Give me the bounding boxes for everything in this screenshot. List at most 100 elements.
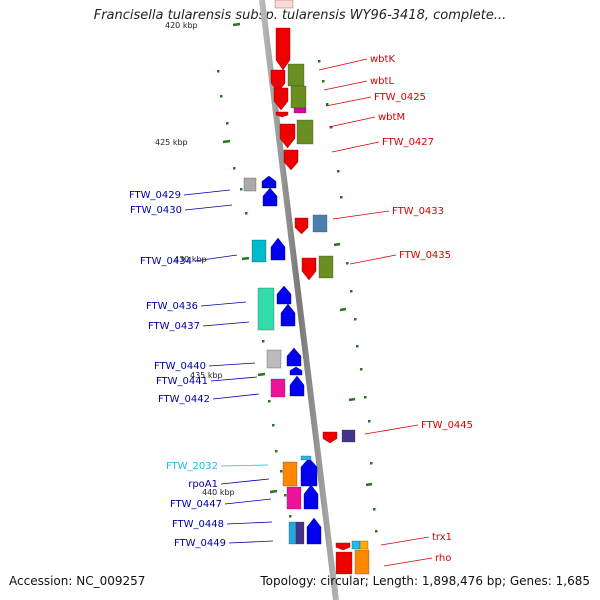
leader-line — [325, 96, 372, 107]
gene-arrow-forward — [273, 87, 289, 111]
leader-line — [212, 393, 260, 400]
gene-arrow-forward — [275, 27, 291, 71]
tick-mark — [269, 489, 278, 494]
leader-line — [202, 321, 250, 327]
gene-box — [354, 549, 370, 575]
gene-label-forward: FTW_0433 — [392, 206, 444, 217]
gene-label-reverse: FTW_2032 — [166, 461, 218, 472]
gene-label-forward: wbtK — [370, 54, 395, 65]
ruler-dot — [340, 196, 343, 199]
ruler-dot — [318, 60, 321, 63]
accession-text: Accession: NC_009257 — [9, 574, 146, 588]
leader-line — [208, 362, 256, 367]
ruler-dot — [350, 290, 353, 293]
ruler-dot — [364, 396, 367, 399]
leader-line — [184, 204, 233, 211]
ruler-dot — [289, 515, 292, 518]
gene-features — [243, 0, 370, 575]
gene-box — [270, 378, 286, 398]
gene-arrow-forward — [322, 431, 338, 444]
tick-label: 435 kbp — [190, 371, 223, 380]
gene-label-forward: FTW_0435 — [399, 250, 451, 261]
gene-box — [257, 287, 275, 331]
gene-label-reverse: rpoA1 — [188, 479, 218, 490]
leader-line — [228, 540, 274, 544]
gene-arrow-reverse — [276, 285, 292, 305]
leader-line — [210, 376, 258, 382]
leader-line — [183, 189, 231, 196]
gene-box — [295, 521, 305, 545]
ruler-dot — [360, 368, 363, 371]
gene-box — [300, 455, 312, 461]
tick-label: 430 kbp — [174, 255, 207, 264]
gene-arrow-forward — [301, 257, 317, 281]
ruler-dot — [322, 80, 325, 83]
map-title: Francisella tularensis subsp. tularensis… — [93, 8, 507, 23]
gene-label-forward: rho — [435, 553, 451, 564]
gene-label-reverse: FTW_0436 — [146, 301, 198, 312]
leader-line — [220, 464, 269, 467]
gene-box — [296, 119, 314, 145]
leader-line — [331, 141, 380, 153]
ruler-dot — [272, 424, 275, 427]
ruler-dot — [280, 470, 283, 473]
gene-label-reverse: FTW_0430 — [130, 205, 182, 216]
gene-label-forward: FTW_0425 — [374, 92, 426, 103]
gene-label-reverse: FTW_0441 — [156, 376, 208, 387]
ruler-dot — [220, 95, 223, 98]
gene-box — [293, 107, 307, 114]
leader-line — [200, 301, 247, 307]
gene-label-reverse: FTW_0437 — [148, 321, 200, 332]
gene-label-reverse: FTW_0434 — [140, 256, 192, 267]
tick-mark — [365, 482, 373, 487]
ruler-dot — [356, 345, 359, 348]
gene-label-forward: wbtL — [370, 76, 394, 87]
leader-line — [323, 80, 368, 91]
gene-arrow-forward — [294, 217, 309, 235]
gene-box — [359, 540, 369, 550]
ruler-dot — [217, 70, 220, 73]
ruler-dot — [337, 170, 340, 173]
gene-box — [251, 239, 267, 263]
gene-arrow-reverse — [289, 375, 305, 397]
ruler-dot — [354, 318, 357, 321]
leader-line — [364, 424, 419, 435]
gene-arrow-reverse — [289, 366, 303, 376]
ruler-dot — [330, 126, 333, 129]
leader-line — [224, 498, 272, 505]
tick-mark — [257, 372, 266, 377]
tick-mark — [348, 397, 356, 402]
tick-mark — [232, 22, 241, 27]
gene-arrow-forward — [275, 111, 289, 118]
gene-arrow-reverse — [261, 175, 277, 189]
gene-label-reverse: FTW_0429 — [129, 190, 181, 201]
gene-label-forward: FTW_0445 — [421, 420, 473, 431]
gene-label-reverse: FTW_0447 — [170, 499, 222, 510]
gene-label-reverse: FTW_0449 — [174, 538, 226, 549]
topology-summary: Topology: circular; Length: 1,898,476 bp… — [260, 574, 590, 588]
ruler-dot — [375, 530, 378, 533]
kbp-ticks: 420 kbp 425 kbp 430 kbp 435 kbp 440 kbp — [155, 21, 373, 497]
leader-line — [349, 254, 397, 265]
leader-line — [383, 557, 433, 567]
gene-box — [243, 177, 257, 192]
gene-arrow-forward — [335, 542, 351, 551]
leader-line — [194, 254, 238, 262]
ruler-dot — [245, 212, 248, 215]
gene-label-forward: FTW_0427 — [382, 137, 434, 148]
gene-box — [351, 540, 361, 550]
gene-label-reverse: FTW_0440 — [154, 361, 206, 372]
gene-label-reverse: FTW_0448 — [172, 519, 224, 530]
leader-line — [328, 116, 376, 128]
gene-arrow-reverse — [270, 237, 286, 261]
ruler-dot — [373, 508, 376, 511]
gene-arrow-reverse — [300, 457, 318, 487]
gene-arrow-forward — [283, 149, 299, 171]
ruler-dot — [370, 462, 373, 465]
ruler-dot — [326, 103, 329, 106]
tick-mark — [222, 139, 231, 144]
tick-label: 440 kbp — [202, 488, 235, 497]
leader-line — [332, 210, 390, 220]
tick-mark — [339, 307, 347, 312]
